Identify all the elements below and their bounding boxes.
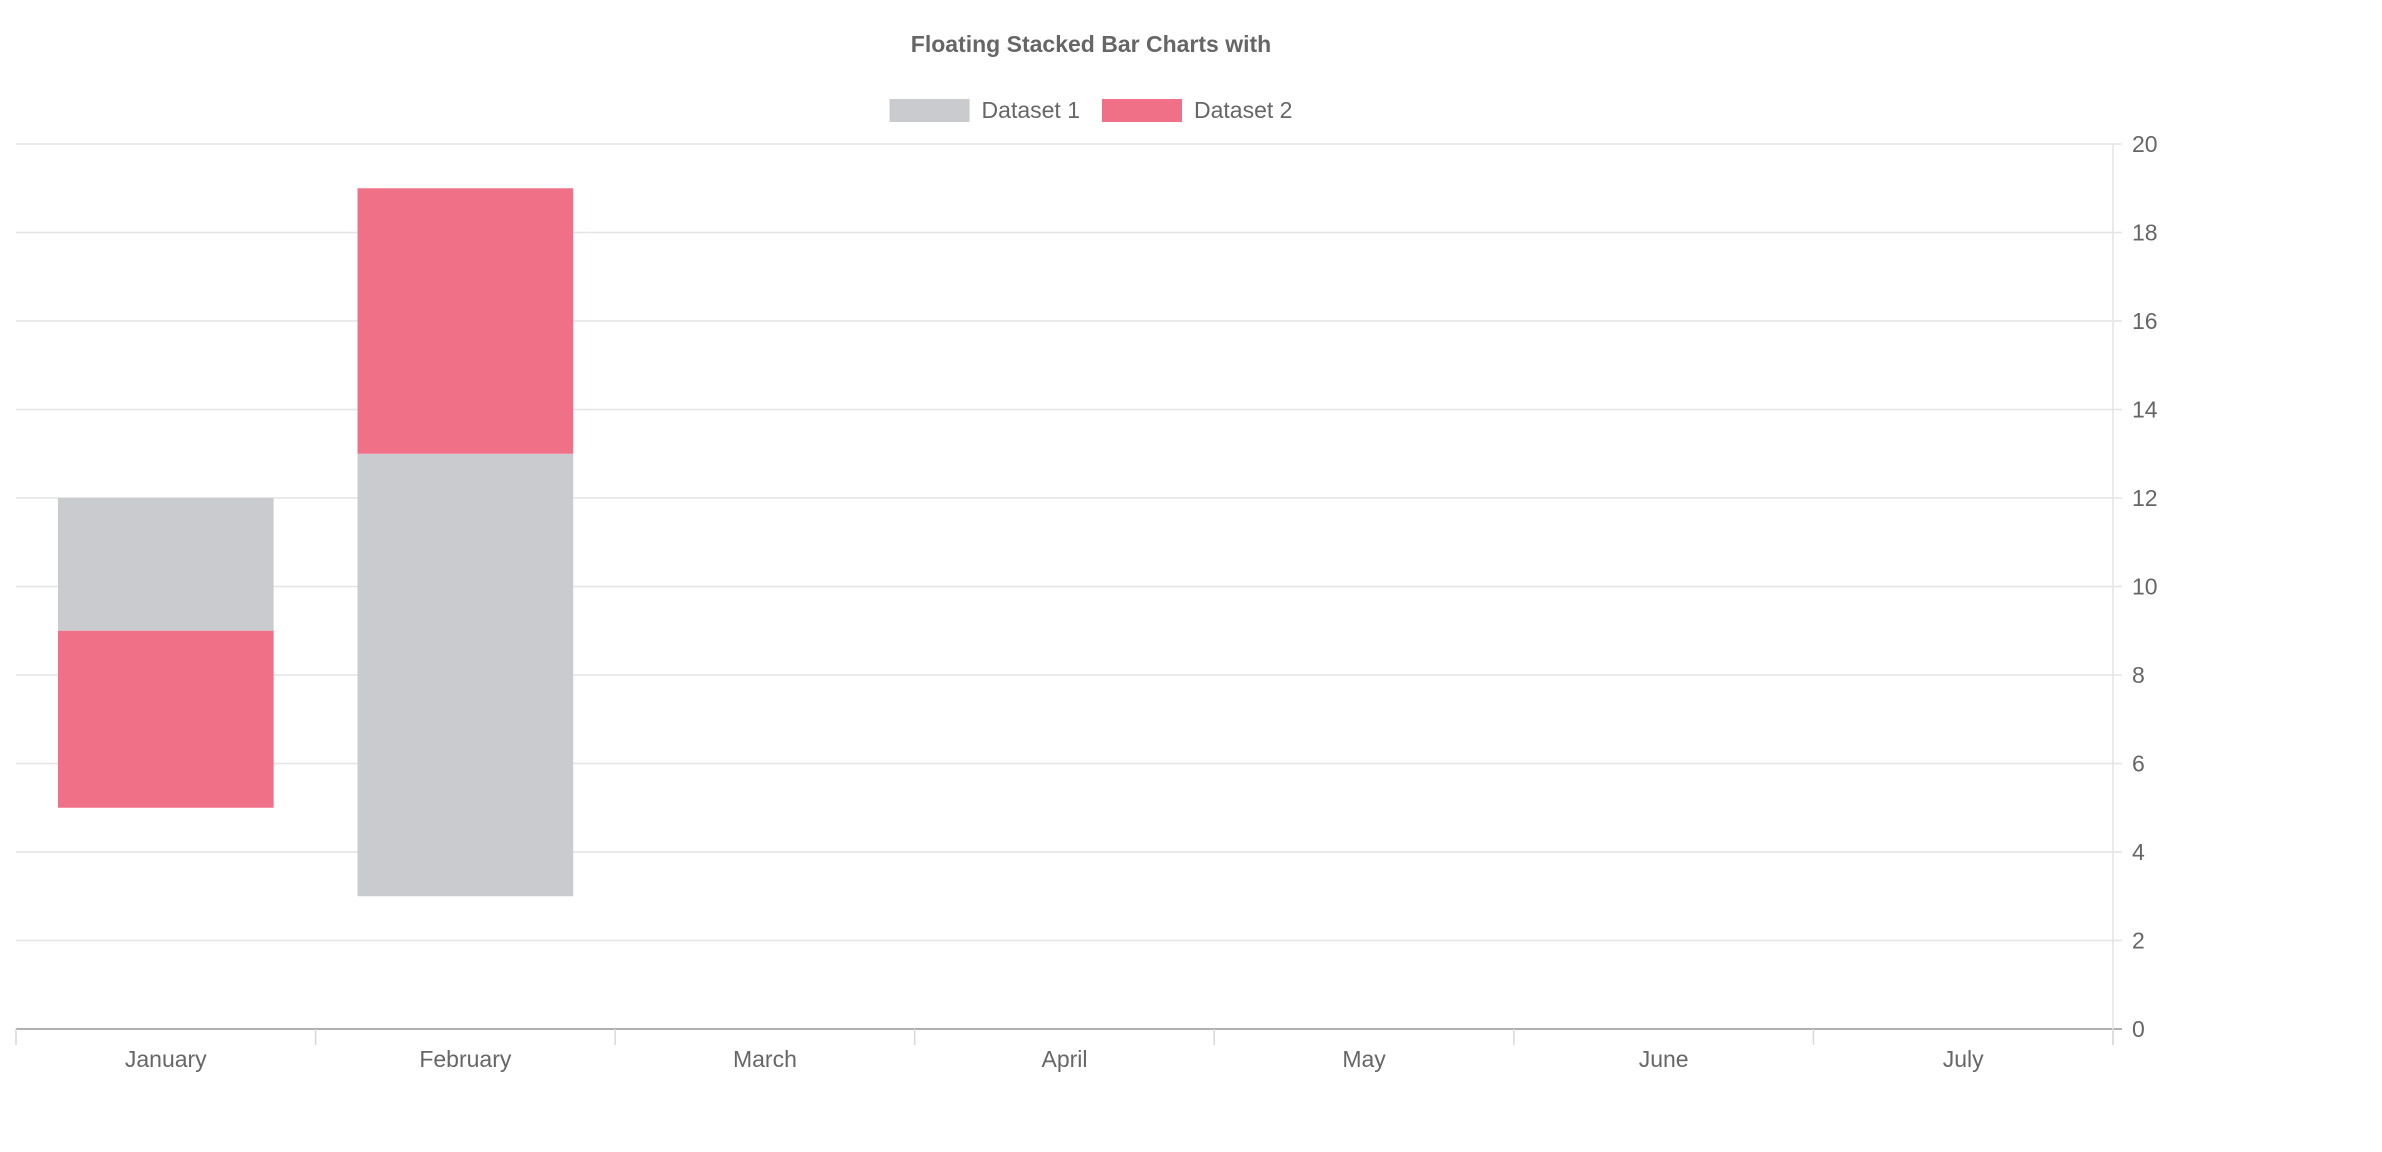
legend-item-dataset-1[interactable]: Dataset 1 bbox=[889, 97, 1080, 123]
x-tick-label: February bbox=[419, 1046, 512, 1072]
y-tick-label: 0 bbox=[2132, 1016, 2145, 1042]
x-tick-label: January bbox=[125, 1046, 207, 1072]
chart-title: Floating Stacked Bar Charts with bbox=[911, 31, 1271, 57]
bar-2-february[interactable] bbox=[357, 188, 574, 454]
x-axis-ticks: January February March April May June July bbox=[125, 1046, 1984, 1072]
legend: Dataset 1 Dataset 2 bbox=[889, 97, 1292, 123]
x-tick-label: March bbox=[733, 1046, 797, 1072]
y-tick-label: 8 bbox=[2132, 662, 2145, 688]
bar-1-february[interactable] bbox=[357, 453, 574, 897]
legend-label: Dataset 2 bbox=[1194, 97, 1292, 123]
legend-item-dataset-2[interactable]: Dataset 2 bbox=[1102, 97, 1292, 123]
x-tick-label: July bbox=[1943, 1046, 1984, 1072]
y-tick-label: 18 bbox=[2132, 220, 2158, 246]
x-tick-label: April bbox=[1041, 1046, 1087, 1072]
y-tick-label: 4 bbox=[2132, 839, 2145, 865]
y-tick-label: 12 bbox=[2132, 485, 2158, 511]
bar-2-january[interactable] bbox=[57, 630, 274, 808]
y-tick-label: 20 bbox=[2132, 131, 2158, 157]
legend-label: Dataset 1 bbox=[982, 97, 1080, 123]
x-tick-label: May bbox=[1342, 1046, 1386, 1072]
y-tick-label: 14 bbox=[2132, 397, 2158, 423]
y-tick-label: 10 bbox=[2132, 574, 2158, 600]
bar-1-january[interactable] bbox=[57, 498, 274, 631]
legend-swatch bbox=[1102, 99, 1182, 122]
y-tick-label: 16 bbox=[2132, 308, 2158, 334]
y-tick-label: 6 bbox=[2132, 751, 2145, 777]
legend-swatch bbox=[889, 99, 970, 122]
y-tick-label: 2 bbox=[2132, 928, 2145, 954]
axes bbox=[15, 144, 2114, 1045]
grid-lines bbox=[16, 143, 2122, 1030]
x-tick-label: June bbox=[1639, 1046, 1689, 1072]
y-axis-ticks: 0 2 4 6 8 10 12 14 16 18 20 bbox=[2132, 131, 2158, 1042]
bars bbox=[57, 188, 574, 897]
